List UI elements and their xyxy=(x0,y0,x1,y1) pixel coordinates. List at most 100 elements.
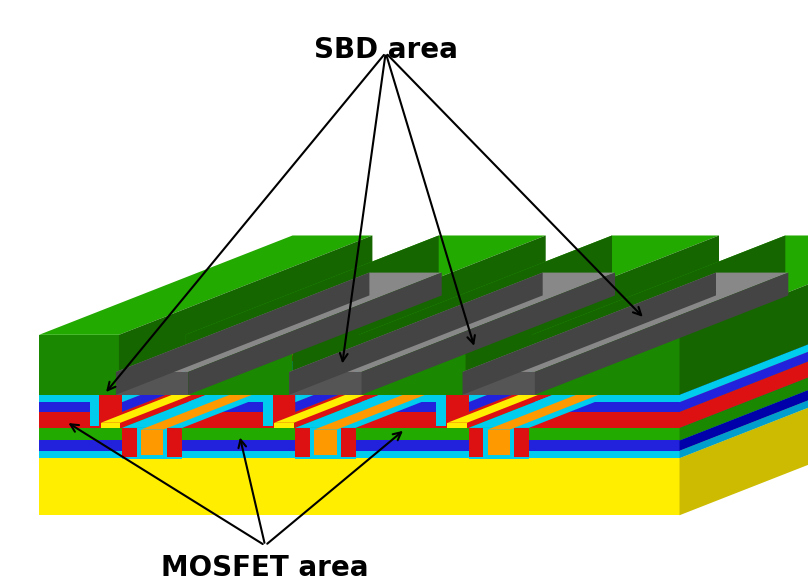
Polygon shape xyxy=(274,323,547,423)
Polygon shape xyxy=(463,272,788,372)
Polygon shape xyxy=(39,359,809,458)
Polygon shape xyxy=(90,295,353,395)
Polygon shape xyxy=(532,236,809,335)
Polygon shape xyxy=(468,428,529,459)
Polygon shape xyxy=(529,295,809,395)
Polygon shape xyxy=(292,236,546,395)
Polygon shape xyxy=(680,329,809,441)
Polygon shape xyxy=(39,428,680,441)
Polygon shape xyxy=(39,451,680,458)
Polygon shape xyxy=(362,272,615,395)
Polygon shape xyxy=(468,329,782,428)
Polygon shape xyxy=(446,295,722,395)
Polygon shape xyxy=(358,236,612,395)
Polygon shape xyxy=(465,236,719,395)
Polygon shape xyxy=(39,352,809,451)
Polygon shape xyxy=(532,335,680,395)
Polygon shape xyxy=(263,395,273,425)
Polygon shape xyxy=(529,395,680,402)
Polygon shape xyxy=(185,335,292,395)
Polygon shape xyxy=(468,428,484,457)
Polygon shape xyxy=(100,395,122,428)
Polygon shape xyxy=(680,303,809,412)
Polygon shape xyxy=(101,323,374,423)
Polygon shape xyxy=(529,412,680,428)
Polygon shape xyxy=(529,312,809,412)
Polygon shape xyxy=(39,402,122,412)
Polygon shape xyxy=(274,423,294,428)
Polygon shape xyxy=(514,428,529,457)
Polygon shape xyxy=(116,272,370,395)
Polygon shape xyxy=(295,428,310,457)
Polygon shape xyxy=(101,423,121,428)
Polygon shape xyxy=(488,331,764,430)
Polygon shape xyxy=(185,236,546,335)
Polygon shape xyxy=(446,395,468,428)
Polygon shape xyxy=(680,359,809,515)
Polygon shape xyxy=(355,295,722,395)
Polygon shape xyxy=(263,295,526,395)
Polygon shape xyxy=(295,428,355,459)
Polygon shape xyxy=(355,395,468,402)
Polygon shape xyxy=(39,395,122,402)
Polygon shape xyxy=(535,272,788,395)
Polygon shape xyxy=(529,402,680,412)
Polygon shape xyxy=(436,295,700,395)
Polygon shape xyxy=(468,295,722,402)
Polygon shape xyxy=(116,372,188,395)
Polygon shape xyxy=(358,236,719,335)
Polygon shape xyxy=(182,395,295,402)
Polygon shape xyxy=(532,236,786,395)
Polygon shape xyxy=(90,395,100,425)
Polygon shape xyxy=(39,341,809,441)
Polygon shape xyxy=(39,441,680,451)
Polygon shape xyxy=(468,303,722,412)
Polygon shape xyxy=(273,295,549,395)
Polygon shape xyxy=(122,312,375,428)
Polygon shape xyxy=(122,428,182,459)
Polygon shape xyxy=(182,402,295,412)
Polygon shape xyxy=(290,272,615,372)
Polygon shape xyxy=(182,295,549,395)
Polygon shape xyxy=(39,303,375,402)
Polygon shape xyxy=(463,372,535,395)
Polygon shape xyxy=(358,335,465,395)
Polygon shape xyxy=(447,423,467,428)
Polygon shape xyxy=(39,312,375,412)
Polygon shape xyxy=(680,236,809,395)
Polygon shape xyxy=(295,329,609,428)
Polygon shape xyxy=(314,430,337,455)
Polygon shape xyxy=(314,331,590,430)
Polygon shape xyxy=(39,412,122,428)
Polygon shape xyxy=(680,341,809,451)
Polygon shape xyxy=(463,272,716,395)
Polygon shape xyxy=(290,272,543,395)
Polygon shape xyxy=(447,323,721,423)
Polygon shape xyxy=(355,412,468,428)
Polygon shape xyxy=(273,395,295,428)
Polygon shape xyxy=(436,395,446,425)
Polygon shape xyxy=(141,430,163,455)
Polygon shape xyxy=(39,329,809,428)
Polygon shape xyxy=(141,331,417,430)
Polygon shape xyxy=(295,312,549,428)
Polygon shape xyxy=(488,430,510,455)
Polygon shape xyxy=(290,372,362,395)
Polygon shape xyxy=(355,303,722,402)
Polygon shape xyxy=(39,335,119,395)
Polygon shape xyxy=(39,458,680,515)
Text: SBD area: SBD area xyxy=(314,36,458,64)
Polygon shape xyxy=(122,303,375,412)
Polygon shape xyxy=(122,329,436,428)
Polygon shape xyxy=(122,295,375,402)
Polygon shape xyxy=(122,428,137,457)
Polygon shape xyxy=(39,295,375,395)
Polygon shape xyxy=(355,312,722,412)
Polygon shape xyxy=(468,312,722,428)
Polygon shape xyxy=(100,295,375,395)
Polygon shape xyxy=(119,236,372,395)
Polygon shape xyxy=(116,272,442,372)
Polygon shape xyxy=(182,412,295,428)
Polygon shape xyxy=(182,312,549,412)
Polygon shape xyxy=(355,402,468,412)
